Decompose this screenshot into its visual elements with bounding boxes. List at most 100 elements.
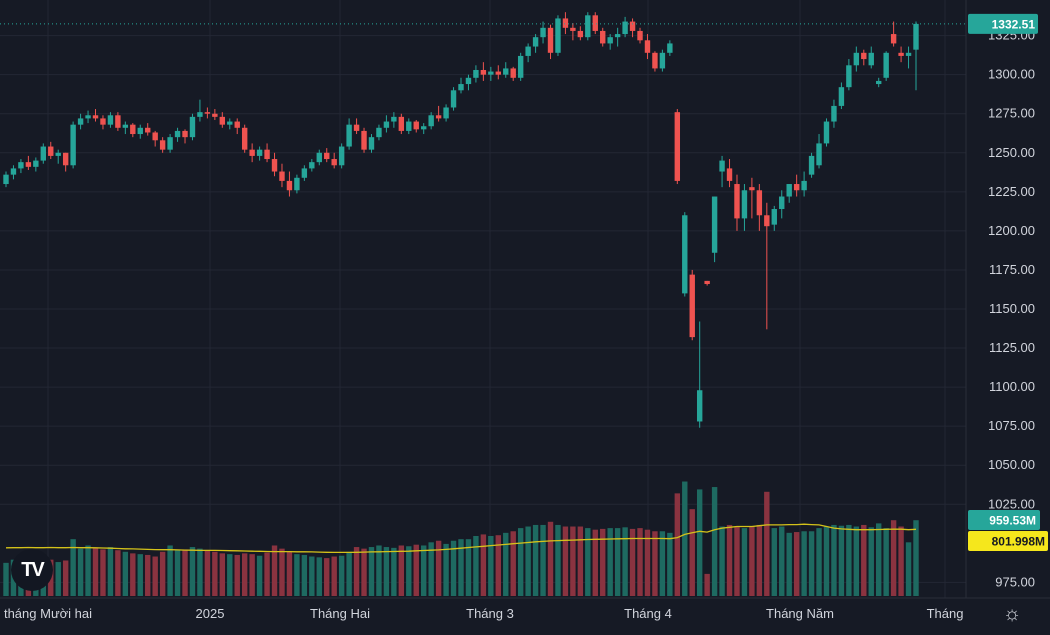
candle-body — [913, 23, 919, 50]
time-tick-label: Tháng — [927, 606, 964, 621]
volume-bar — [361, 548, 367, 596]
candle-body — [905, 52, 912, 56]
candle-body — [562, 18, 569, 28]
candle-body — [876, 80, 882, 85]
volume-bar — [227, 554, 233, 596]
gear-icon[interactable]: ☼ — [1002, 603, 1022, 625]
volume-bar — [674, 493, 681, 596]
candle-body — [286, 180, 293, 191]
volume-bar — [182, 549, 188, 596]
volume-ma-label: 801.998M — [992, 535, 1045, 549]
volume-bar — [890, 520, 897, 596]
volume-bar — [779, 526, 785, 596]
candle-body — [831, 105, 837, 122]
candle-body — [137, 127, 143, 135]
candle-body — [204, 112, 211, 114]
volume-bar — [286, 551, 293, 596]
volume-bar — [159, 551, 166, 596]
volume-bar — [174, 550, 181, 596]
volume-bar — [689, 509, 695, 596]
candle-body — [674, 112, 681, 181]
volume-bar — [876, 523, 882, 596]
candle-body — [823, 121, 830, 144]
volume-badge — [968, 510, 1040, 530]
volume-bar — [495, 535, 501, 596]
volume-bar — [279, 548, 285, 596]
candle-body — [241, 127, 248, 150]
candle-body — [495, 71, 501, 75]
volume-bar — [473, 536, 479, 596]
candle-body — [197, 112, 203, 117]
candle-body — [271, 159, 278, 172]
volume-bar — [726, 524, 733, 596]
candle-body — [525, 46, 531, 56]
candle-body — [421, 126, 427, 130]
price-tick-label: 1125.00 — [989, 340, 1035, 355]
candle-body — [808, 155, 815, 175]
candle-body — [682, 215, 688, 294]
candle-body — [622, 21, 628, 35]
volume-bar — [756, 524, 763, 596]
candle-body — [793, 184, 800, 191]
volume-bar — [353, 547, 360, 596]
candle-body — [614, 34, 621, 38]
candle-body — [592, 15, 598, 31]
volume-bar — [256, 555, 263, 596]
volume-bar — [428, 542, 434, 596]
candle-body — [331, 159, 337, 166]
volume-bar — [659, 531, 666, 596]
candle-body — [704, 280, 710, 285]
candle-body — [85, 115, 91, 119]
volume-bar — [331, 556, 337, 596]
candle-body — [644, 40, 651, 53]
candle-body — [540, 27, 546, 38]
candle-body — [480, 69, 487, 75]
tradingview-logo[interactable]: TV — [11, 549, 53, 591]
volume-bar — [503, 532, 509, 596]
candle-body — [77, 118, 84, 125]
volume-bar — [510, 531, 516, 596]
volume-bar — [585, 528, 591, 596]
candle-body — [234, 121, 240, 128]
candle-body — [353, 124, 360, 131]
volume-bar — [540, 524, 546, 596]
volume-bar — [808, 531, 815, 596]
candle-body — [227, 121, 233, 125]
candle-body — [771, 209, 777, 225]
volume-bar — [398, 545, 405, 596]
candle-body — [898, 52, 904, 56]
volume-bar — [637, 528, 643, 596]
volume-bar — [338, 555, 345, 596]
volume-bar — [913, 520, 919, 596]
candle-body — [413, 121, 419, 130]
volume-bar — [241, 553, 248, 596]
volume-bar — [450, 540, 457, 596]
candle-body — [861, 52, 867, 60]
volume-bar — [406, 546, 412, 596]
volume-bar — [532, 524, 539, 596]
candle-body — [48, 146, 54, 156]
volume-bar — [600, 528, 606, 596]
volume-bar — [905, 542, 912, 596]
volume-bar — [831, 524, 837, 596]
candle-body — [719, 160, 725, 172]
candle-body — [122, 124, 129, 128]
volume-bar — [801, 531, 807, 596]
price-tick-label: 975.00 — [995, 574, 1035, 589]
volume-bar — [555, 524, 561, 596]
candle-body — [846, 65, 852, 88]
volume-bar — [3, 562, 9, 596]
candle-body — [726, 168, 733, 181]
price-tick-label: 1225.00 — [988, 184, 1035, 199]
price-tick-label: 1250.00 — [988, 145, 1035, 160]
volume-bar — [741, 528, 748, 596]
volume-bar — [301, 554, 308, 596]
candle-body — [667, 43, 673, 53]
volume-bar — [517, 528, 524, 596]
volume-bar — [249, 554, 255, 596]
candle-body — [361, 130, 367, 150]
candle-body — [503, 68, 509, 75]
